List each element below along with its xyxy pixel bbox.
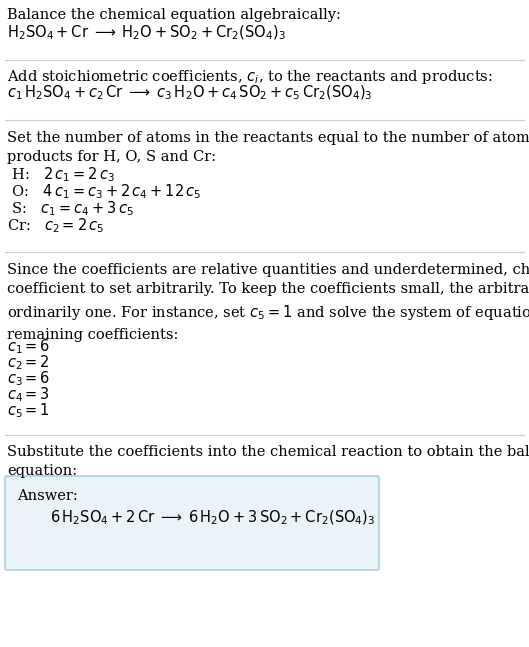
Text: $c_2 = 2$: $c_2 = 2$ <box>7 353 50 371</box>
Text: S:   $c_1 = c_4 + 3\,c_5$: S: $c_1 = c_4 + 3\,c_5$ <box>7 199 134 217</box>
Text: $c_4 = 3$: $c_4 = 3$ <box>7 385 50 404</box>
Text: $c_3 = 6$: $c_3 = 6$ <box>7 369 50 388</box>
Text: Balance the chemical equation algebraically:: Balance the chemical equation algebraica… <box>7 8 341 22</box>
Text: Substitute the coefficients into the chemical reaction to obtain the balanced
eq: Substitute the coefficients into the che… <box>7 445 529 479</box>
Text: H:   $2\,c_1 = 2\,c_3$: H: $2\,c_1 = 2\,c_3$ <box>7 165 115 184</box>
Text: Cr:   $c_2 = 2\,c_5$: Cr: $c_2 = 2\,c_5$ <box>7 216 104 235</box>
Text: Add stoichiometric coefficients, $c_i$, to the reactants and products:: Add stoichiometric coefficients, $c_i$, … <box>7 68 493 86</box>
Text: Since the coefficients are relative quantities and underdetermined, choose a
coe: Since the coefficients are relative quan… <box>7 263 529 342</box>
Text: Answer:: Answer: <box>17 489 78 503</box>
Text: $\mathrm{H_2SO_4 + Cr \;\longrightarrow\; H_2O + SO_2 + Cr_2(SO_4)_3}$: $\mathrm{H_2SO_4 + Cr \;\longrightarrow\… <box>7 24 286 43</box>
FancyBboxPatch shape <box>5 476 379 570</box>
Text: O:   $4\,c_1 = c_3 + 2\,c_4 + 12\,c_5$: O: $4\,c_1 = c_3 + 2\,c_4 + 12\,c_5$ <box>7 182 202 201</box>
Text: $c_1 = 6$: $c_1 = 6$ <box>7 337 50 356</box>
Text: Set the number of atoms in the reactants equal to the number of atoms in the
pro: Set the number of atoms in the reactants… <box>7 131 529 164</box>
Text: $6\,\mathrm{H_2SO_4} + 2\,\mathrm{Cr} \;\longrightarrow\; 6\,\mathrm{H_2O} + 3\,: $6\,\mathrm{H_2SO_4} + 2\,\mathrm{Cr} \;… <box>50 509 376 527</box>
Text: $c_1\,\mathrm{H_2SO_4} + c_2\,\mathrm{Cr} \;\longrightarrow\; c_3\,\mathrm{H_2O}: $c_1\,\mathrm{H_2SO_4} + c_2\,\mathrm{Cr… <box>7 84 372 102</box>
Text: $c_5 = 1$: $c_5 = 1$ <box>7 401 50 420</box>
